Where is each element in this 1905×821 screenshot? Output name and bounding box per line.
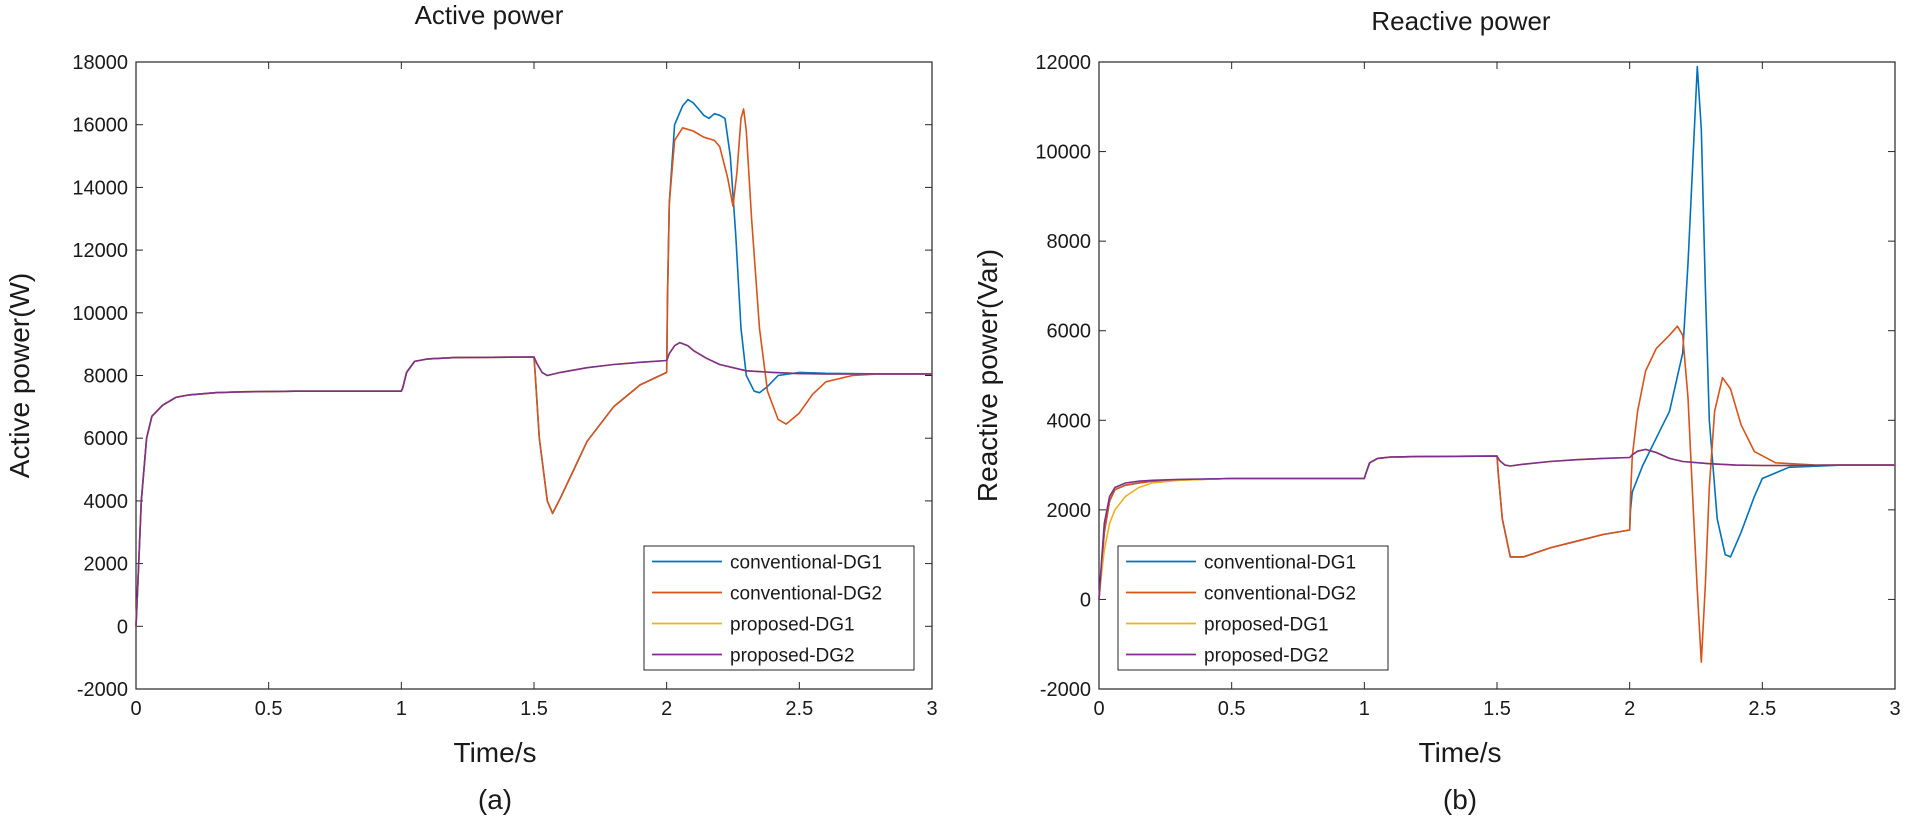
chart-a-yticks: -2000 0 2000 4000 6000 8000 10000 12000 14000 160… bbox=[72, 52, 932, 701]
y-tick-label: 12000 bbox=[72, 240, 128, 262]
y-tick-label: 14000 bbox=[72, 177, 128, 199]
legend-label-conventional-DG1: conventional-DG1 bbox=[730, 553, 882, 574]
x-tick-label: 1.5 bbox=[1483, 698, 1511, 720]
y-tick-label: 10000 bbox=[1035, 142, 1091, 164]
chart-a-xlabel: Time/s bbox=[454, 737, 537, 768]
legend-label-proposed-DG1: proposed-DG1 bbox=[730, 615, 855, 636]
chart-b-title: Reactive power bbox=[1371, 6, 1551, 36]
y-tick-label: 18000 bbox=[72, 52, 128, 74]
x-tick-label: 2.5 bbox=[785, 698, 813, 720]
chart-a-legend: conventional-DG1 conventional-DG2 proposed… bbox=[643, 545, 915, 671]
y-tick-label: -2000 bbox=[1040, 679, 1091, 701]
x-tick-label: 1 bbox=[1359, 698, 1370, 720]
y-tick-label: 8000 bbox=[84, 366, 129, 388]
chart-b-caption: (b) bbox=[1443, 784, 1477, 815]
legend-label-conventional-DG2: conventional-DG2 bbox=[730, 584, 882, 605]
y-tick-label: 10000 bbox=[72, 303, 128, 325]
chart-b-ylabel: Reactive power(Var) bbox=[972, 249, 1003, 502]
x-tick-label: 3 bbox=[926, 698, 937, 720]
chart-b-lines bbox=[1098, 65, 1895, 663]
y-tick-label: 12000 bbox=[1035, 52, 1091, 74]
legend-label-conventional-DG1: conventional-DG1 bbox=[1204, 553, 1356, 574]
series-line-proposed-DG2 bbox=[135, 341, 932, 627]
chart-a-ylabel: Active power(W) bbox=[4, 273, 35, 478]
y-tick-label: 2000 bbox=[1047, 500, 1092, 522]
series-line-proposed-DG2 bbox=[1098, 448, 1895, 600]
chart-a-caption: (a) bbox=[478, 784, 512, 815]
legend-label-proposed-DG1: proposed-DG1 bbox=[1204, 615, 1329, 636]
x-tick-label: 0.5 bbox=[255, 698, 283, 720]
y-tick-label: 8000 bbox=[1047, 231, 1092, 253]
chart-a-xticks: 0 0.5 1 1.5 2 2.5 3 bbox=[130, 62, 938, 720]
chart-a-lines bbox=[135, 98, 932, 627]
chart-b-xticks: 0 0.5 1 1.5 2 2.5 3 bbox=[1093, 62, 1901, 720]
x-tick-label: 0 bbox=[1093, 698, 1104, 720]
chart-a-title: Active power bbox=[415, 0, 564, 30]
y-tick-label: -2000 bbox=[77, 679, 128, 701]
legend-label-conventional-DG2: conventional-DG2 bbox=[1204, 584, 1356, 605]
chart-b: Reactive power -200002000400060008000100… bbox=[972, 6, 1901, 815]
x-tick-label: 1.5 bbox=[520, 698, 548, 720]
y-tick-label: 4000 bbox=[1047, 410, 1092, 432]
x-tick-label: 1 bbox=[396, 698, 407, 720]
x-tick-label: 2.5 bbox=[1748, 698, 1776, 720]
chart-b-xlabel: Time/s bbox=[1419, 737, 1502, 768]
chart-a-legend-box bbox=[643, 545, 915, 671]
x-tick-label: 0.5 bbox=[1218, 698, 1246, 720]
y-tick-label: 6000 bbox=[84, 428, 129, 450]
y-tick-label: 0 bbox=[1080, 589, 1091, 611]
x-tick-label: 2 bbox=[1624, 698, 1635, 720]
legend-label-proposed-DG2: proposed-DG2 bbox=[730, 646, 855, 667]
chart-a: Active power -20000200040006000800010000… bbox=[4, 0, 938, 815]
y-tick-label: 16000 bbox=[72, 115, 128, 137]
x-tick-label: 3 bbox=[1889, 698, 1900, 720]
y-tick-label: 6000 bbox=[1047, 321, 1092, 343]
chart-b-legend: conventional-DG1 conventional-DG2 proposed… bbox=[1117, 545, 1389, 671]
y-tick-label: 4000 bbox=[84, 491, 129, 513]
chart-b-yticks: -2000 0 2000 4000 6000 8000 10000 12000 bbox=[1035, 52, 1895, 701]
x-tick-label: 2 bbox=[661, 698, 672, 720]
x-tick-label: 0 bbox=[130, 698, 141, 720]
chart-b-legend-box bbox=[1117, 545, 1389, 671]
y-tick-label: 2000 bbox=[84, 554, 129, 576]
legend-label-proposed-DG2: proposed-DG2 bbox=[1204, 646, 1329, 667]
y-tick-label: 0 bbox=[117, 616, 128, 638]
